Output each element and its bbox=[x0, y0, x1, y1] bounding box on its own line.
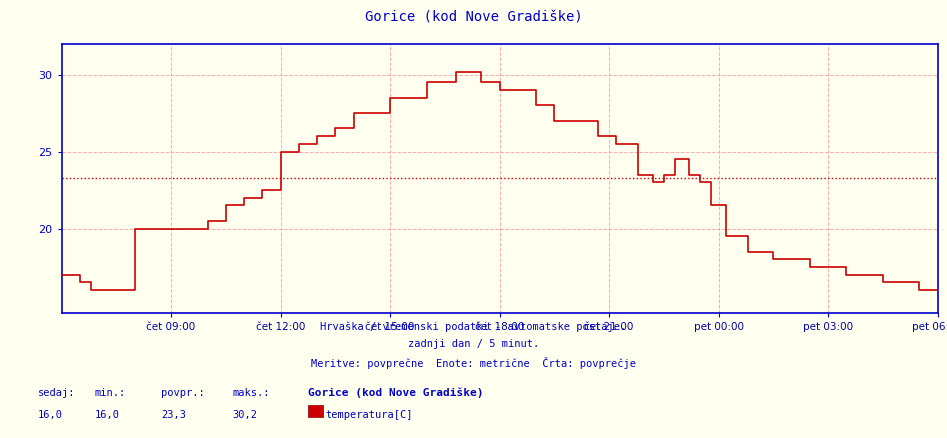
Text: 30,2: 30,2 bbox=[232, 410, 257, 420]
Text: 16,0: 16,0 bbox=[38, 410, 63, 420]
Text: Hrvaška / vremenski podatki - avtomatske postaje.: Hrvaška / vremenski podatki - avtomatske… bbox=[320, 322, 627, 332]
Text: maks.:: maks.: bbox=[232, 388, 270, 398]
Text: zadnji dan / 5 minut.: zadnji dan / 5 minut. bbox=[408, 339, 539, 350]
Text: 23,3: 23,3 bbox=[161, 410, 186, 420]
Text: Meritve: povprečne  Enote: metrične  Črta: povprečje: Meritve: povprečne Enote: metrične Črta:… bbox=[311, 357, 636, 369]
Text: 16,0: 16,0 bbox=[95, 410, 119, 420]
Text: sedaj:: sedaj: bbox=[38, 388, 76, 398]
Text: Gorice (kod Nove Gradiške): Gorice (kod Nove Gradiške) bbox=[308, 388, 483, 398]
Text: temperatura[C]: temperatura[C] bbox=[326, 410, 413, 420]
Text: min.:: min.: bbox=[95, 388, 126, 398]
Text: Gorice (kod Nove Gradiške): Gorice (kod Nove Gradiške) bbox=[365, 11, 582, 25]
Text: povpr.:: povpr.: bbox=[161, 388, 205, 398]
